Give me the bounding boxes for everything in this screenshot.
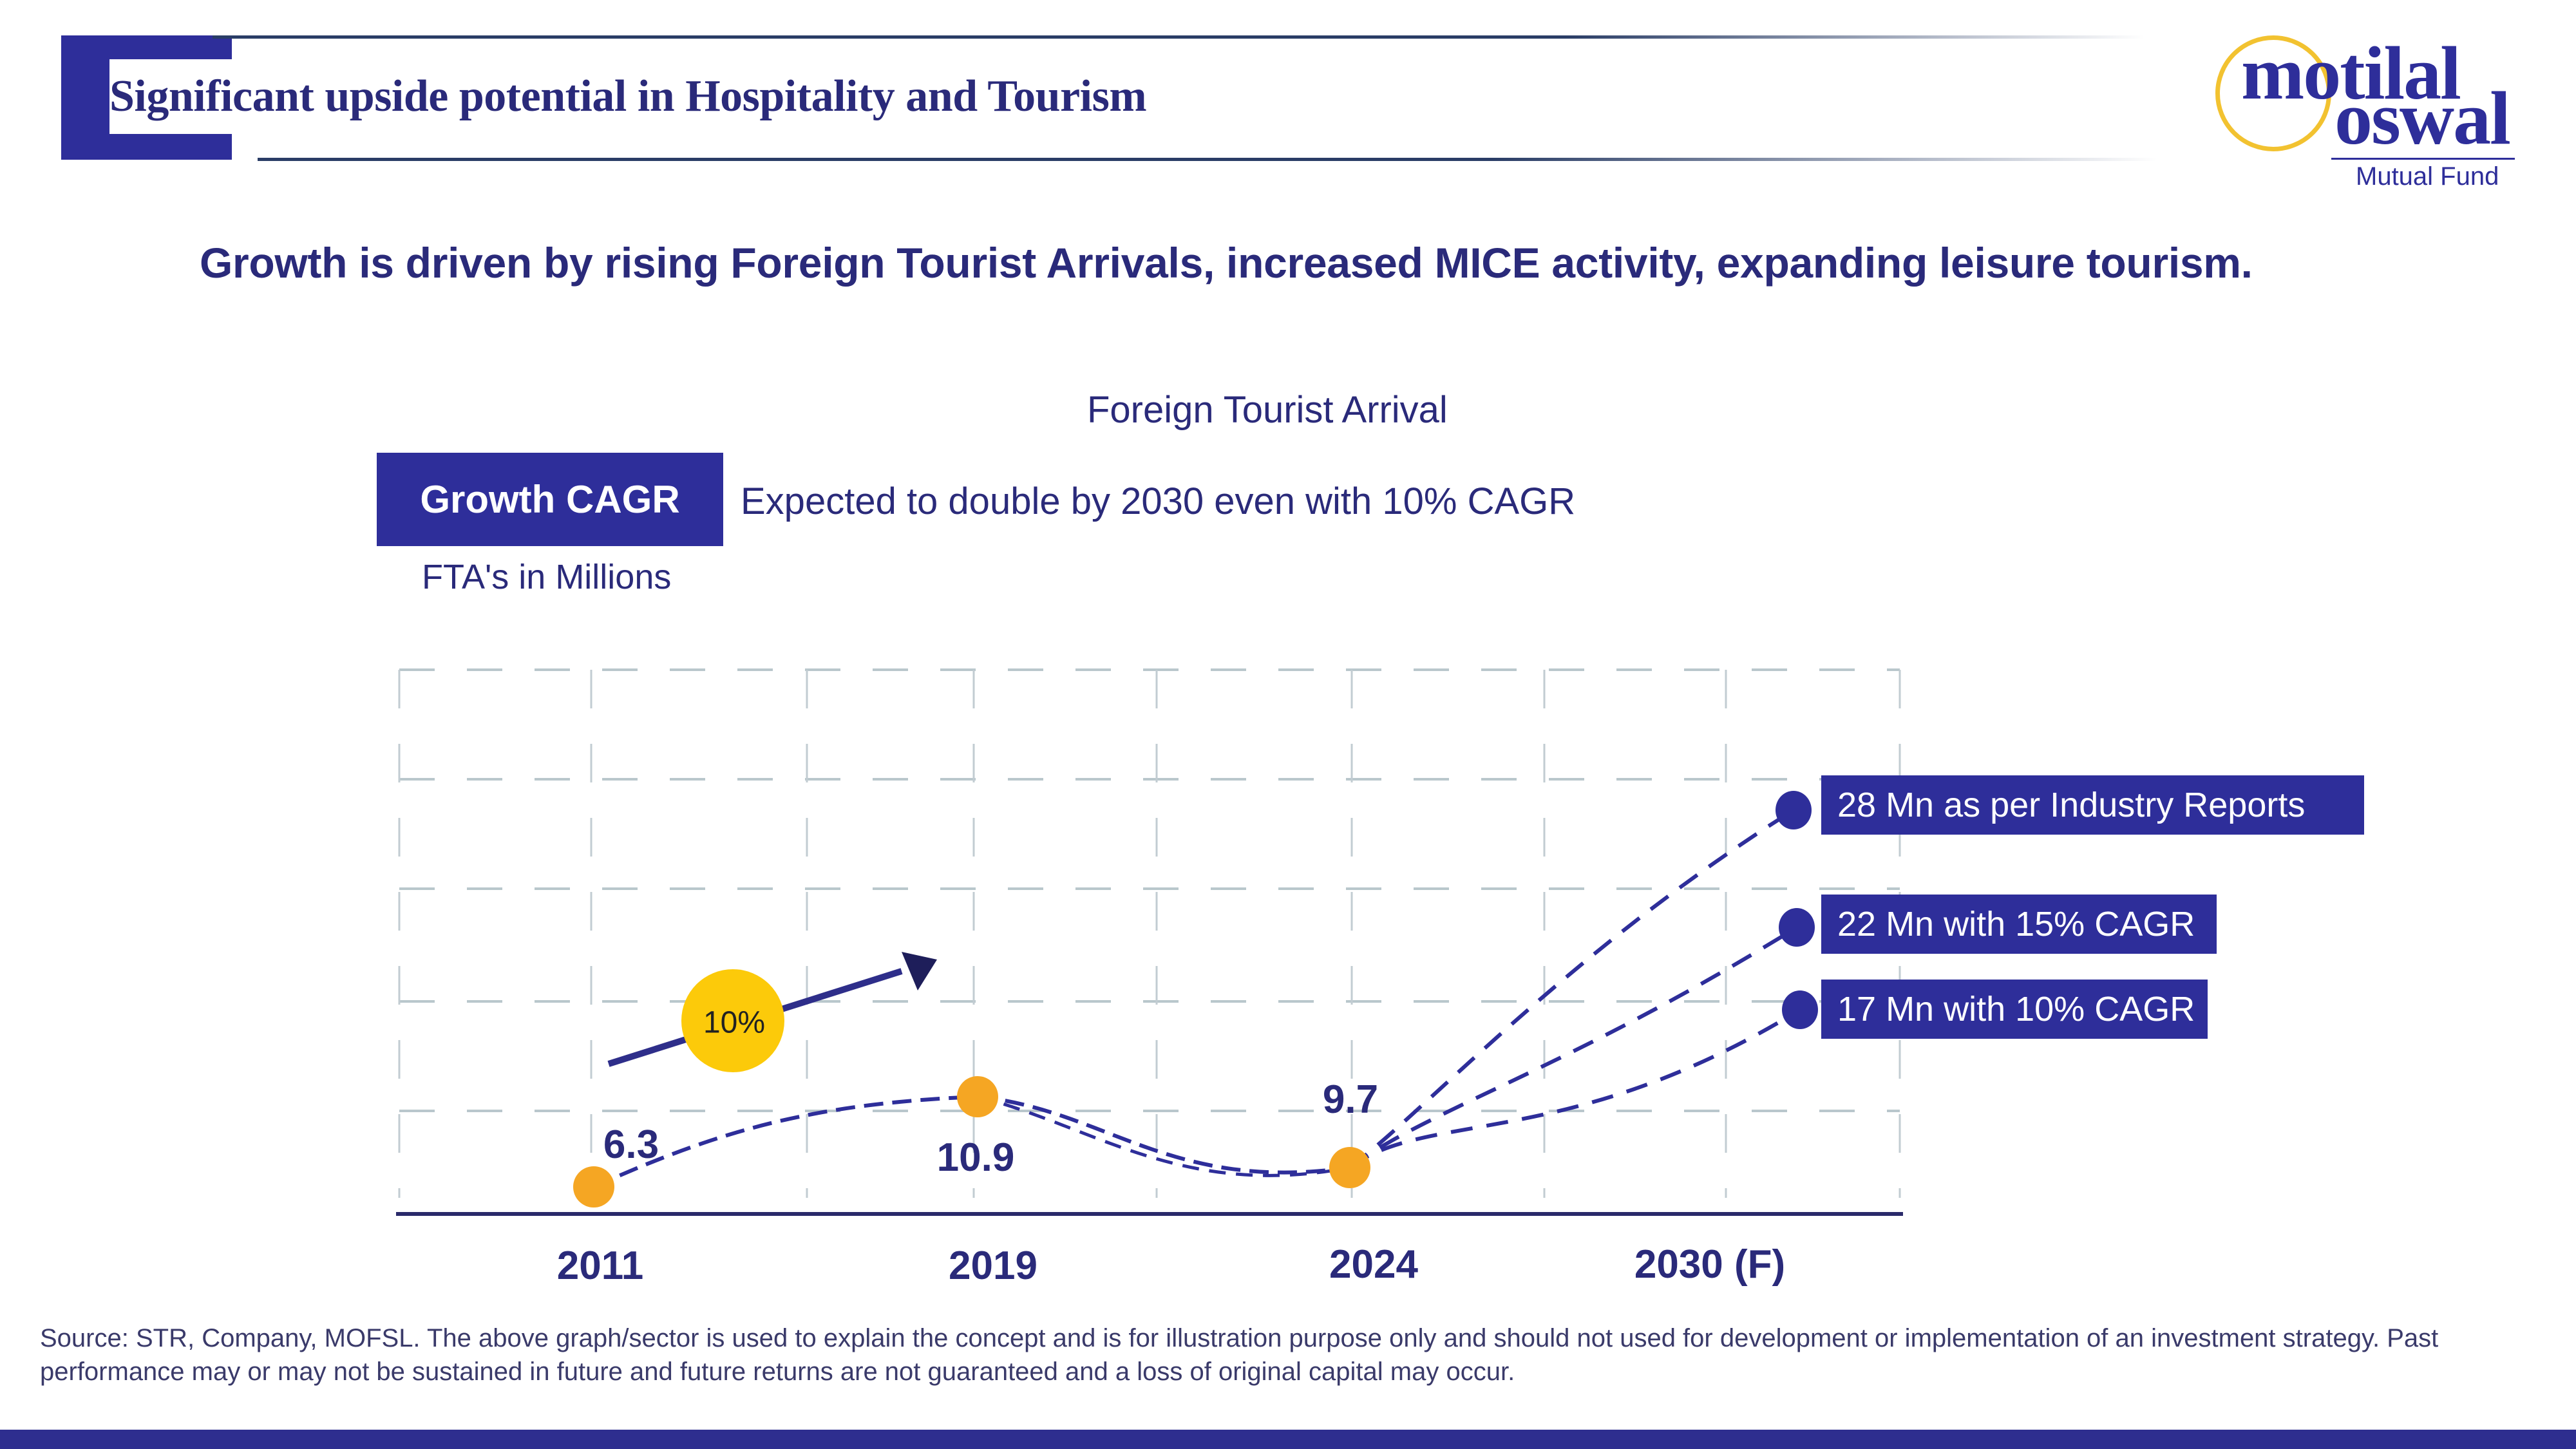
series-markers [573, 791, 1818, 1208]
forecast-line-1 [1349, 925, 1798, 1170]
source-disclaimer: Source: STR, Company, MOFSL. The above g… [40, 1324, 2439, 1386]
cagr-bubble [681, 969, 784, 1072]
callout-15pct-22mn: 22 Mn with 15% CAGR [1821, 895, 2217, 954]
data-label-2011: 6.3 [603, 1122, 659, 1167]
x-tick-2024: 2024 [1329, 1242, 1418, 1287]
growth-arrow [607, 952, 937, 1072]
slide-subtitle: Growth is driven by rising Foreign Touri… [200, 239, 2253, 287]
forecast-marker-1 [1779, 908, 1815, 947]
chart-grid [398, 668, 1901, 1198]
logo-ring-icon [2215, 35, 2331, 151]
logo-divider [2331, 158, 2515, 160]
historical-marker-2024 [1329, 1147, 1370, 1188]
growth-cagr-badge: Growth CAGR [377, 453, 723, 546]
growth-cagr-note: Expected to double by 2030 even with 10%… [741, 480, 1576, 522]
growth-arrow-head-icon [902, 952, 937, 990]
data-label-2019: 10.9 [936, 1135, 1015, 1180]
forecast-marker-2 [1782, 990, 1818, 1029]
y-axis-label: FTA's in Millions [422, 558, 672, 596]
historical-marker-2011 [573, 1166, 614, 1208]
historical-line-shadow [977, 1095, 1350, 1177]
data-label-2024: 9.7 [1322, 1077, 1379, 1122]
logo-wordmark-line1: motilal [2241, 31, 2461, 115]
chart-title: Foreign Tourist Arrival [1087, 389, 1448, 431]
x-tick-2030f: 2030 (F) [1634, 1242, 1786, 1287]
forecast-marker-0 [1776, 791, 1812, 829]
page-title: Significant upside potential in Hospital… [109, 71, 1147, 121]
x-tick-2011: 2011 [556, 1244, 644, 1288]
header-accent-cutout [109, 59, 245, 134]
series-lines [592, 808, 1801, 1189]
historical-marker-2019 [957, 1076, 998, 1117]
header-rule-bottom [258, 158, 2157, 161]
cagr-bubble-label: 10% [703, 1005, 766, 1040]
forecast-line-2 [1349, 1008, 1801, 1170]
callout-industry-28mn: 28 Mn as per Industry Reports [1821, 775, 2364, 835]
forecast-line-0 [1349, 808, 1795, 1170]
header-rule-top [213, 35, 2145, 39]
footer-bar [0, 1430, 2576, 1449]
logo-subtitle: Mutual Fund [2356, 162, 2499, 191]
x-tick-2019: 2019 [949, 1244, 1037, 1288]
logo-wordmark-line2: oswal [2334, 76, 2511, 160]
callout-10pct-17mn: 17 Mn with 10% CAGR [1821, 980, 2208, 1039]
